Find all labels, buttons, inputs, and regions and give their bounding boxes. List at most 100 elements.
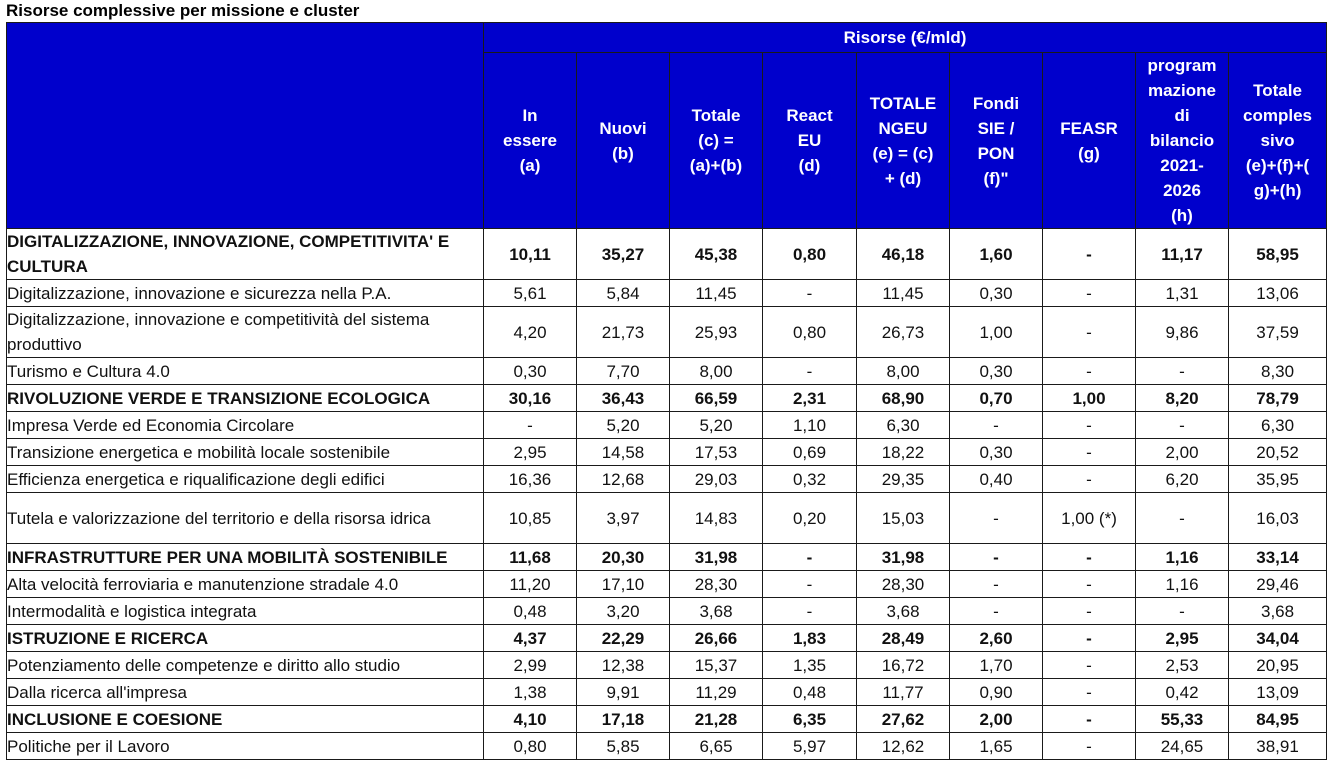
row-label: INFRASTRUTTURE PER UNA MOBILITÀ SOSTENIB… [6,543,484,571]
column-header: Totale (c) = (a)+(b) [669,52,763,229]
value-cell: 0,90 [949,678,1043,706]
value-cell: 28,30 [669,570,763,598]
value-cell: 33,14 [1227,543,1328,571]
value-cell: 2,95 [483,438,577,466]
value-cell: 21,28 [669,705,763,733]
cluster-row: Intermodalità e logistica integrata 0,48 3… [6,597,1328,625]
value-cell: - [949,597,1043,625]
row-label: ISTRUZIONE E RICERCA [6,624,484,652]
row-label: Politiche per il Lavoro [6,732,484,760]
value-cell: 20,95 [1227,651,1328,679]
row-label: Efficienza energetica e riqualificazione… [6,465,484,493]
value-cell: 15,37 [669,651,763,679]
column-header: Nuovi (b) [576,52,670,229]
column-header-label: In essere (a) [503,106,557,175]
value-cell: - [1042,465,1136,493]
column-header-label: FEASR (g) [1060,118,1118,163]
value-cell: 11,17 [1135,228,1229,280]
value-cell: 24,65 [1135,732,1229,760]
value-cell: - [483,411,577,439]
value-cell: 1,10 [762,411,857,439]
value-cell: - [762,357,857,385]
value-cell: 1,83 [762,624,857,652]
value-cell: 1,70 [949,651,1043,679]
value-cell: 21,73 [576,306,670,358]
value-cell: 0,40 [949,465,1043,493]
cluster-row: Dalla ricerca all'impresa 1,38 9,91 11,29 0,… [6,678,1328,706]
value-cell: - [1135,492,1229,544]
value-cell: 29,46 [1227,570,1328,598]
value-cell: 2,95 [1135,624,1229,652]
value-cell: 28,49 [856,624,950,652]
column-header-label: program mazione di bilancio 2021- 2026 (h) [1147,56,1217,225]
value-cell: 1,35 [762,651,857,679]
value-cell: 11,29 [669,678,763,706]
value-cell: 37,59 [1227,306,1328,358]
row-label: Potenziamento delle competenze e diritto… [6,651,484,679]
value-cell: 11,20 [483,570,577,598]
row-label: Alta velocità ferroviaria e manutenzione… [6,570,484,598]
value-cell: 11,77 [856,678,950,706]
value-cell: 11,45 [669,279,763,307]
column-header-label: Totale comples sivo (e)+(f)+(g)+(h) [1243,81,1313,200]
value-cell: 5,20 [669,411,763,439]
value-cell: - [1042,411,1136,439]
column-header: Fondi SIE / PON (f)" [949,52,1043,229]
value-cell: 27,62 [856,705,950,733]
value-cell: - [1042,597,1136,625]
value-cell: 15,03 [856,492,950,544]
value-cell: 12,62 [856,732,950,760]
value-cell: 6,20 [1135,465,1229,493]
column-header-label: React EU (d) [786,106,833,175]
value-cell: 10,85 [483,492,577,544]
column-header: TOTALE NGEU (e) = (c) + (d) [856,52,950,229]
value-cell: 17,53 [669,438,763,466]
value-cell: 17,18 [576,705,670,733]
value-cell: 3,68 [1227,597,1328,625]
value-cell: 3,68 [856,597,950,625]
value-cell: 6,65 [669,732,763,760]
value-cell: 20,52 [1227,438,1328,466]
value-cell: 1,00 [1042,384,1136,412]
row-label: Tutela e valorizzazione del territorio e… [6,492,484,544]
value-cell: 11,68 [483,543,577,571]
value-cell: 35,95 [1227,465,1328,493]
value-cell: 2,53 [1135,651,1229,679]
value-cell: 5,61 [483,279,577,307]
value-cell: 68,90 [856,384,950,412]
cluster-row: Alta velocità ferroviaria e manutenzione… [6,570,1328,598]
value-cell: - [949,570,1043,598]
value-cell: 0,48 [483,597,577,625]
value-cell: - [1135,597,1229,625]
mission-row: INCLUSIONE E COESIONE 4,10 17,18 21,28 6,35 2… [6,705,1328,733]
table-title: Risorse complessive per missione e clust… [6,1,360,20]
value-cell: 38,91 [1227,732,1328,760]
value-cell: - [1135,411,1229,439]
value-cell: 9,91 [576,678,670,706]
value-cell: 1,00 [949,306,1043,358]
value-cell: 1,60 [949,228,1043,280]
row-label: Transizione energetica e mobilità locale… [6,438,484,466]
value-cell: 58,95 [1227,228,1328,280]
value-cell: 34,04 [1227,624,1328,652]
value-cell: 0,42 [1135,678,1229,706]
row-label: Intermodalità e logistica integrata [6,597,484,625]
mission-row: RIVOLUZIONE VERDE E TRANSIZIONE ECOLOGIC… [6,384,1328,412]
value-cell: - [1042,279,1136,307]
value-cell: 3,20 [576,597,670,625]
column-header-label: TOTALE NGEU (e) = (c) + (d) [869,93,937,188]
value-cell: 1,31 [1135,279,1229,307]
cluster-row: Turismo e Cultura 4.0 0,30 7,70 8,00-8,00 0,… [6,357,1328,385]
value-cell: 35,27 [576,228,670,280]
value-cell: - [1042,357,1136,385]
value-cell: 2,31 [762,384,857,412]
value-cell: 1,16 [1135,543,1229,571]
value-cell: 31,98 [856,543,950,571]
value-cell: 0,30 [483,357,577,385]
value-cell: 10,11 [483,228,577,280]
resources-table: Risorse (€/mld) In essere (a) Nuovi (b) Total… [6,22,1328,760]
value-cell: 16,72 [856,651,950,679]
value-cell: 5,84 [576,279,670,307]
value-cell: 25,93 [669,306,763,358]
value-cell: 3,97 [576,492,670,544]
